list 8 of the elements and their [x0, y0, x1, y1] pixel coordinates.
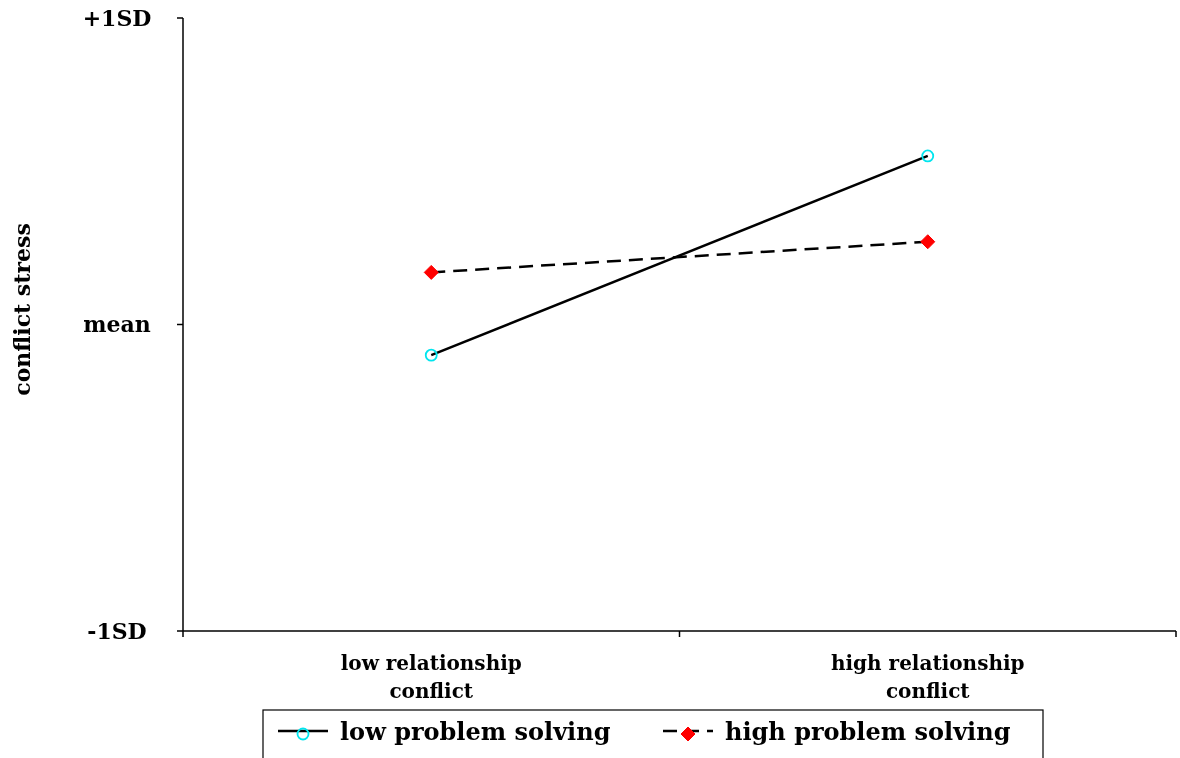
x-tick-label: low relationship conflict: [340, 651, 522, 703]
legend-label: high problem solving: [725, 717, 1011, 746]
x-tick-label: high relationship conflict: [830, 651, 1025, 703]
y-tick-label: mean: [83, 311, 151, 338]
y-tick-label: +1SD: [82, 4, 152, 31]
y-tick-label: -1SD: [87, 617, 147, 644]
legend-label: low problem solving: [340, 717, 611, 746]
y-axis-title: conflict stress: [9, 223, 35, 396]
